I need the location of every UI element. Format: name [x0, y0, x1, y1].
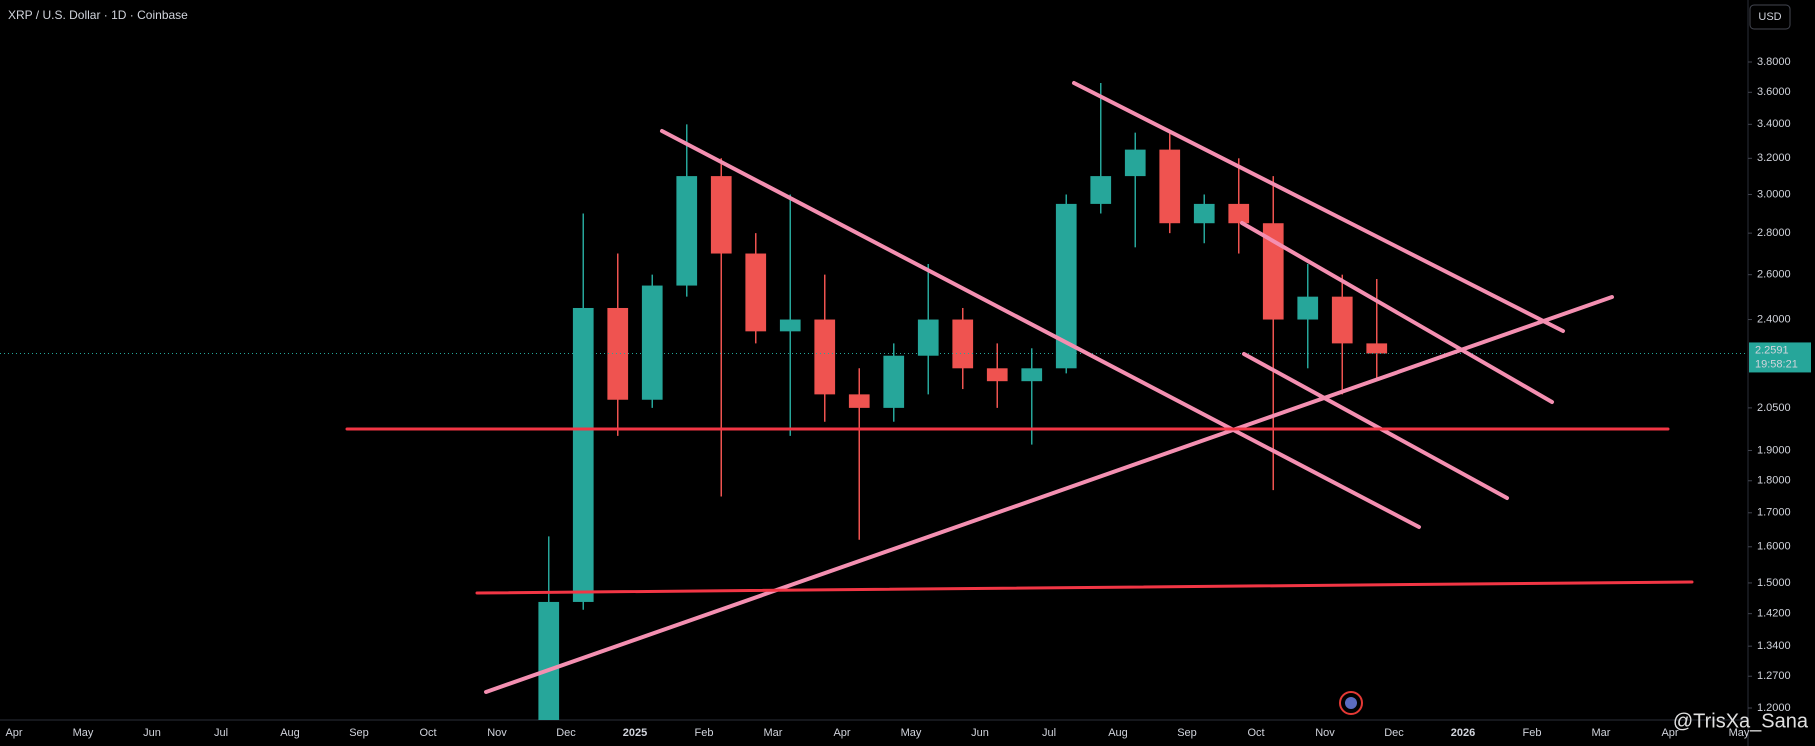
x-tick-label: Aug — [280, 727, 300, 739]
trend-line — [660, 129, 1421, 529]
trend-line — [1240, 221, 1554, 404]
trend-line — [1072, 81, 1565, 333]
y-tick-label: 1.6000 — [1757, 541, 1791, 553]
candle-body — [1262, 223, 1284, 320]
y-tick-label: 2.8000 — [1757, 227, 1791, 239]
event-icon[interactable] — [1339, 691, 1363, 715]
x-tick-label: May — [901, 727, 922, 739]
candle-body — [1366, 343, 1388, 354]
candle-body — [1331, 296, 1353, 344]
x-tick-label: Aug — [1108, 727, 1128, 739]
x-tick-label: Apr — [5, 727, 22, 739]
candle-body — [1124, 149, 1146, 177]
x-tick-label: Jun — [143, 727, 161, 739]
y-tick-label: 1.2700 — [1757, 670, 1791, 682]
trend-line — [1242, 352, 1509, 500]
candle-body — [1193, 203, 1215, 224]
y-tick-label: 1.4200 — [1757, 608, 1791, 620]
candle-body — [1090, 176, 1112, 204]
x-tick-label: 2025 — [623, 727, 647, 739]
watermark: @TrisXa_Sana — [1673, 710, 1809, 732]
x-tick-label: Sep — [1177, 727, 1197, 739]
x-tick-label: Nov — [487, 727, 507, 739]
x-tick-label: Apr — [1661, 727, 1678, 739]
x-tick-label: Sep — [349, 727, 369, 739]
candle-body — [917, 319, 939, 356]
chart-title: XRP / U.S. Dollar · 1D · Coinbase — [8, 8, 188, 22]
y-tick-label: 1.8000 — [1757, 475, 1791, 487]
last-price-box — [1749, 342, 1811, 373]
y-tick-label: 2.6000 — [1757, 269, 1791, 281]
y-tick-label: 2.0500 — [1757, 402, 1791, 414]
candle-body — [710, 176, 732, 254]
y-tick-label: 2.4000 — [1757, 313, 1791, 325]
trend-line — [484, 295, 1614, 694]
plot-area — [0, 83, 1748, 720]
x-tick-label: May — [73, 727, 94, 739]
candle-body — [986, 368, 1008, 382]
y-tick-label: 3.2000 — [1757, 152, 1791, 164]
y-tick-label: 1.3400 — [1757, 640, 1791, 652]
candle-body — [1021, 368, 1043, 382]
event-icon-core[interactable] — [1345, 697, 1357, 709]
y-tick-label: 1.7000 — [1757, 507, 1791, 519]
x-tick-label: Jun — [971, 727, 989, 739]
y-tick-label: 3.6000 — [1757, 86, 1791, 98]
candle-body — [676, 176, 698, 286]
candle-body — [1297, 296, 1319, 320]
y-tick-label: 1.5000 — [1757, 577, 1791, 589]
candle-body — [779, 319, 801, 332]
currency-label[interactable]: USD — [1758, 11, 1781, 23]
x-tick-label: Oct — [1247, 727, 1264, 739]
x-tick-label: Dec — [556, 727, 576, 739]
candle-body — [883, 355, 905, 408]
x-tick-label: Nov — [1315, 727, 1335, 739]
y-tick-label: 3.4000 — [1757, 118, 1791, 130]
x-tick-label: Dec — [1384, 727, 1404, 739]
last-price-label: 2.2591 — [1755, 344, 1789, 356]
x-tick-label: 2026 — [1451, 727, 1475, 739]
candle-body — [1159, 149, 1181, 224]
candle-body — [745, 253, 767, 332]
candle-body — [952, 319, 974, 369]
countdown-label: 19:58:21 — [1755, 358, 1798, 370]
support-line — [475, 580, 1694, 595]
currency-button[interactable] — [1749, 4, 1791, 30]
candle-body — [814, 319, 836, 395]
candle-body — [1228, 203, 1250, 224]
x-tick-label: Feb — [1523, 727, 1542, 739]
y-tick-label: 3.8000 — [1757, 56, 1791, 68]
candle-body — [572, 307, 594, 602]
x-tick-label: Jul — [1042, 727, 1056, 739]
x-tick-label: Apr — [833, 727, 850, 739]
y-tick-label: 3.0000 — [1757, 188, 1791, 200]
x-tick-label: Jul — [214, 727, 228, 739]
candle-body — [607, 307, 629, 400]
candle-body — [641, 285, 663, 400]
x-tick-label: Mar — [764, 727, 783, 739]
x-tick-label: Mar — [1592, 727, 1611, 739]
x-tick-label: Feb — [695, 727, 714, 739]
candle-body — [1055, 203, 1077, 369]
x-tick-label: Oct — [419, 727, 436, 739]
y-tick-label: 1.9000 — [1757, 444, 1791, 456]
y-tick-label: 1.2000 — [1757, 702, 1791, 714]
candle-body — [848, 394, 870, 408]
x-tick-label: May — [1729, 727, 1750, 739]
candle-body — [538, 601, 560, 720]
drawings — [345, 81, 1694, 694]
